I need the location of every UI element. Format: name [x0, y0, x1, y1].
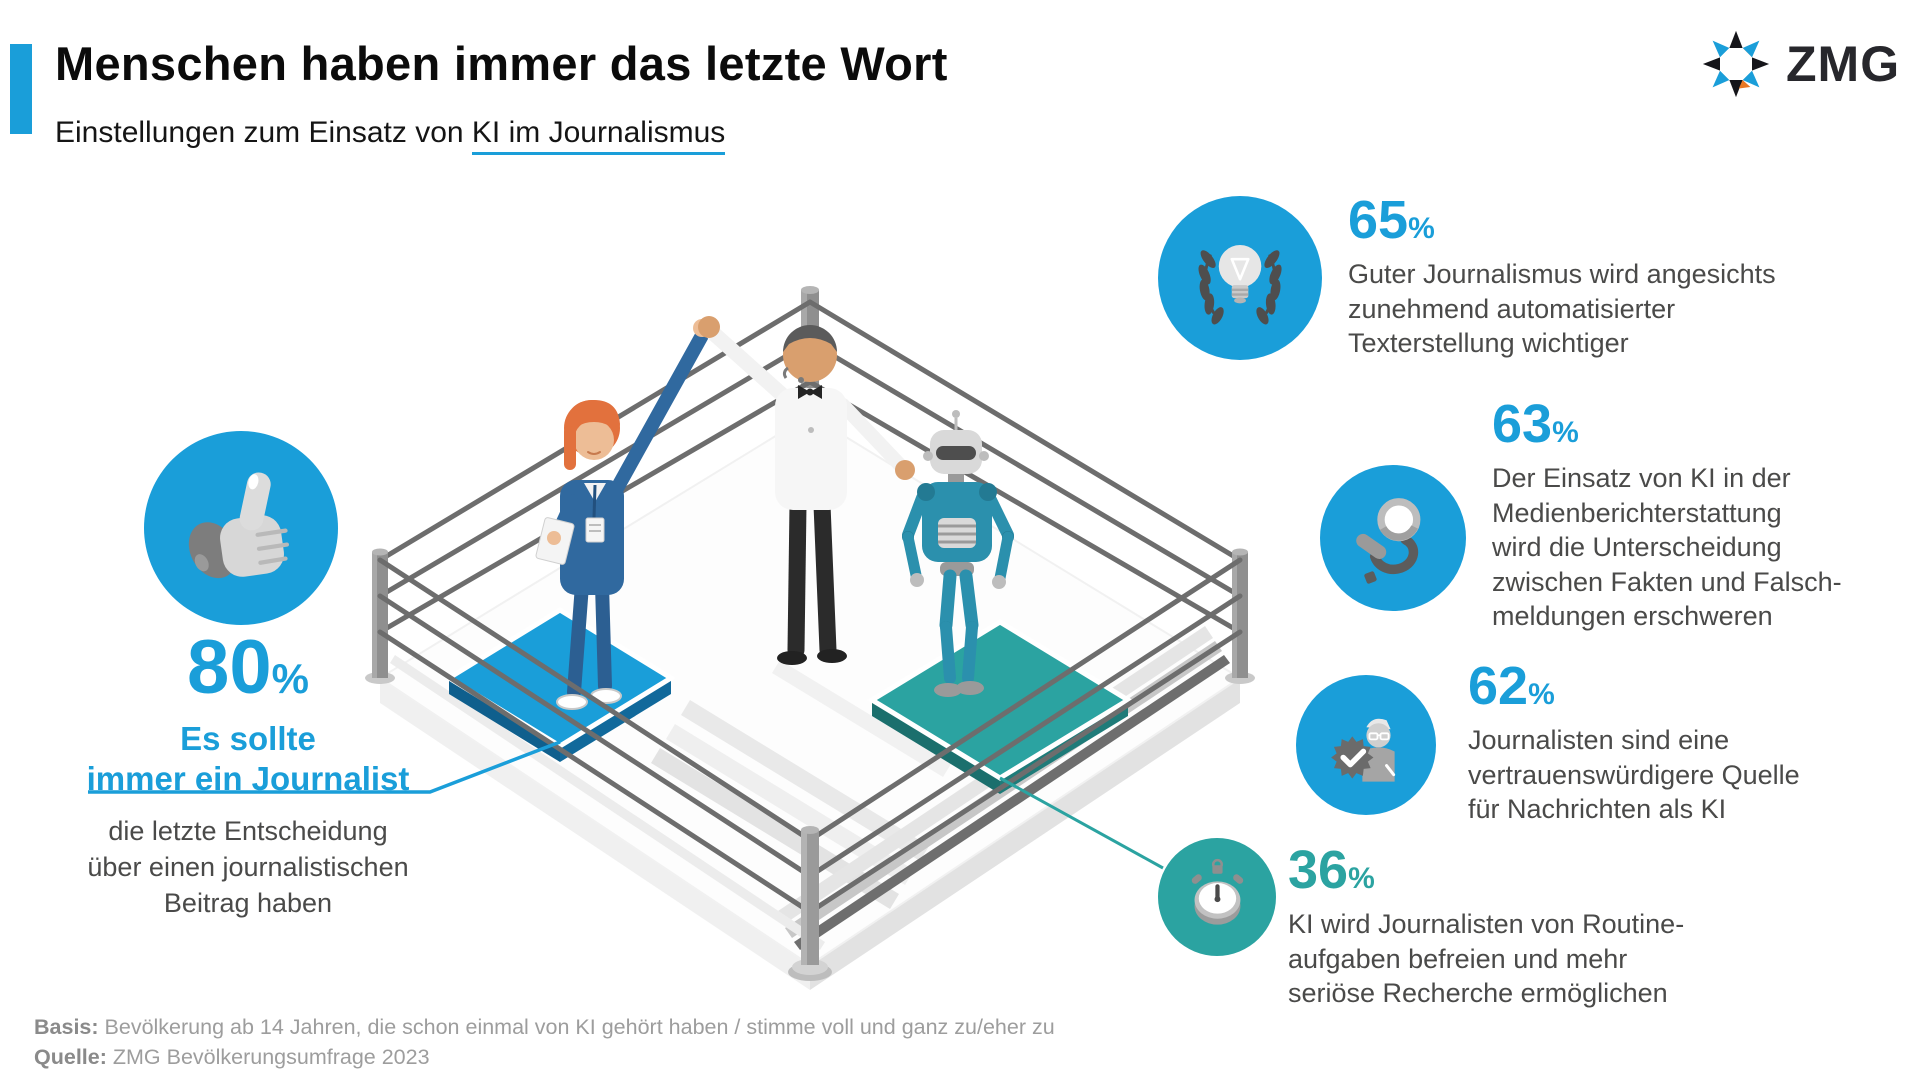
stat-80-value: 80%: [187, 625, 309, 710]
subtitle-prefix: Einstellungen zum Einsatz von: [55, 116, 472, 149]
verified-journalist-icon: [1296, 675, 1436, 815]
stat-80: 80% Es sollte immer ein Journalist die l…: [48, 628, 448, 921]
robot-stat-connector: [999, 776, 1164, 870]
subtitle-underlined: KI im Journalismus: [471, 116, 726, 155]
page-title: Menschen haben immer das letzte Wort: [55, 37, 948, 90]
stat-80-headline-1: Es sollte: [180, 720, 316, 757]
ring-floor: [378, 413, 1242, 967]
stat-63-value: 63%: [1492, 394, 1579, 454]
ring-apron-right: [810, 678, 1240, 990]
footer-basis: Basis: Bevölkerung ab 14 Jahren, die sch…: [34, 1015, 1055, 1039]
stat-36-value: 36%: [1288, 840, 1375, 900]
stat-65-value: 65%: [1348, 190, 1435, 250]
ring-post-front: [788, 826, 832, 981]
footer-quelle: Quelle: ZMG Bevölkerungsumfrage 2023: [34, 1045, 430, 1069]
stat-62-value: 62%: [1468, 656, 1555, 716]
journalist-figure: [535, 319, 712, 710]
floor-stripes: [390, 626, 1230, 950]
magnifier-question-icon: [1320, 465, 1466, 611]
journalist-mat-blue: [444, 607, 676, 762]
zmg-logo-text: ZMG: [1786, 36, 1901, 92]
stat-65: 65% Guter Journalismus wird angesichts z…: [1348, 190, 1776, 358]
zmg-logo: ZMG: [1700, 28, 1900, 100]
robot-figure: [902, 410, 1014, 697]
footer: Basis: Bevölkerung ab 14 Jahren, die sch…: [34, 1012, 1055, 1072]
page-subtitle: Einstellungen zum Einsatz von KI im Jour…: [55, 116, 726, 155]
stat-80-body: die letzte Entscheidung über einen journ…: [87, 816, 409, 918]
boxing-ring-illustration: [365, 286, 1255, 990]
lightbulb-laurel-icon: [1158, 196, 1322, 360]
stat-80-headline-2: immer ein Journalist: [86, 760, 410, 797]
ring-ropes-back: [377, 299, 1243, 635]
thumbs-up-icon: [144, 431, 338, 625]
stat-63: 63% Der Einsatz von KI in der Medienberi…: [1492, 394, 1842, 631]
robot-mat-teal: [867, 619, 1133, 794]
zmg-logo-icon: [1702, 30, 1770, 98]
ring-ropes-front: [377, 557, 1243, 915]
referee-figure: [698, 316, 915, 665]
stopwatch-icon: [1158, 838, 1276, 956]
stat-36: 36% KI wird Journalisten von Routine- au…: [1288, 840, 1685, 1008]
stat-62: 62% Journalisten sind eine vertrauenswür…: [1468, 656, 1800, 824]
ring-post-right: [1225, 548, 1255, 684]
ring-post-back: [794, 286, 826, 423]
accent-bar: [10, 44, 32, 134]
